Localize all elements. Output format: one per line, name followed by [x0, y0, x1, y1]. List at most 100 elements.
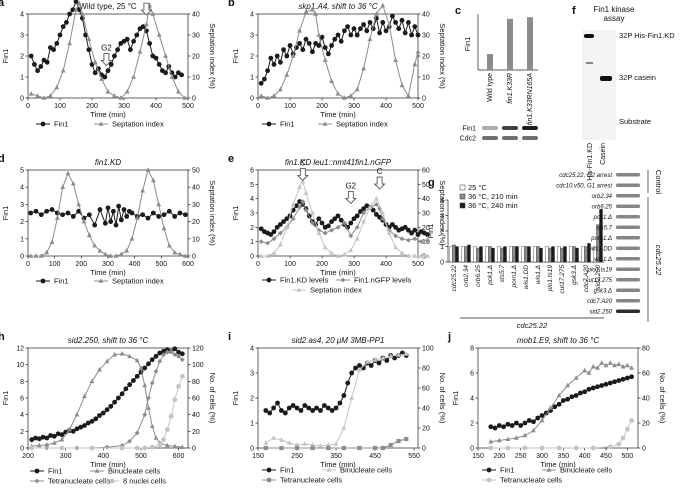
y-right-axis-label: Septation index (%)	[208, 180, 217, 246]
legend-label: 8 nuclei cells	[123, 477, 166, 486]
data-point	[599, 360, 605, 365]
data-point	[488, 424, 494, 430]
category-label: pck1.Δ	[487, 265, 494, 286]
x-tick-label: 0	[26, 261, 30, 268]
data-point	[263, 440, 269, 445]
data-point	[380, 20, 386, 25]
data-point	[104, 407, 110, 413]
data-point	[44, 435, 50, 441]
data-point	[393, 224, 398, 230]
y-left-tick-label: 4	[250, 346, 254, 353]
legend-marker	[326, 467, 332, 472]
data-point	[522, 420, 528, 426]
data-point	[134, 373, 140, 379]
data-point	[318, 408, 323, 413]
blot-band	[616, 183, 640, 187]
panel-letter: a	[0, 0, 5, 9]
data-point	[51, 47, 56, 53]
y-left-tick-label: 10	[16, 362, 24, 369]
x-tick-label: 200	[316, 261, 328, 268]
data-point	[406, 20, 411, 25]
data-point	[51, 440, 57, 445]
data-point	[44, 59, 50, 65]
data-point	[112, 351, 117, 357]
bar	[464, 246, 468, 263]
data-point	[390, 13, 395, 19]
data-point	[278, 86, 283, 92]
panel-letter: g	[428, 177, 435, 189]
data-point	[607, 380, 613, 386]
data-point	[290, 53, 296, 58]
data-point	[102, 74, 108, 80]
data-point	[140, 187, 146, 193]
panel-title: fin1.KD leu1::nmt41fin1.nGFP	[285, 158, 392, 167]
bar	[515, 246, 519, 263]
data-point	[138, 365, 144, 370]
lane-label: Casein	[600, 143, 607, 165]
data-point	[74, 426, 80, 432]
data-point	[616, 361, 622, 367]
data-point	[284, 53, 290, 59]
data-point	[380, 355, 386, 360]
data-point	[153, 353, 159, 359]
y-right-tick-label: 20	[192, 54, 200, 61]
data-point	[300, 47, 306, 53]
blot-band	[502, 126, 518, 130]
x-tick-label: 200	[22, 453, 34, 460]
legend-marker	[266, 477, 272, 483]
data-point	[123, 386, 129, 392]
legend-label: Septation index	[112, 277, 164, 286]
data-point	[157, 350, 163, 356]
data-point	[161, 352, 166, 358]
y-right-tick-label: 10	[422, 75, 430, 82]
data-point	[97, 248, 103, 253]
data-point	[89, 378, 95, 384]
legend-label: Tetranucleate cells	[280, 476, 342, 485]
data-point	[367, 20, 373, 25]
band-label: 32P His-Fin1.KD	[619, 31, 675, 40]
data-point	[286, 405, 292, 411]
panel-title: fin1.KD	[95, 158, 121, 167]
panel-title: sid2.as4, 20 μM 3MB-PP1	[292, 336, 385, 345]
y-left-tick-label: 1	[20, 75, 24, 82]
x-tick-label: 0	[256, 261, 260, 268]
data-point	[620, 363, 626, 369]
data-point	[104, 358, 110, 364]
data-point	[176, 349, 181, 355]
data-point	[342, 251, 347, 257]
y-left-tick-label: 1	[250, 239, 254, 246]
data-point	[603, 362, 609, 368]
data-point	[384, 358, 390, 363]
data-point	[501, 424, 506, 430]
annotation-label: C	[377, 167, 383, 176]
data-point	[342, 220, 347, 226]
data-point	[556, 445, 562, 451]
bar	[539, 247, 543, 263]
data-point	[179, 351, 185, 357]
data-point	[144, 21, 149, 27]
data-point	[142, 412, 148, 418]
data-point	[142, 365, 148, 371]
data-point	[44, 441, 50, 447]
data-point	[341, 425, 347, 430]
legend-label: Septation index	[310, 286, 362, 295]
data-point	[172, 397, 178, 403]
data-point	[342, 95, 347, 100]
data-point	[374, 212, 379, 217]
data-point	[322, 230, 328, 236]
data-point	[341, 445, 346, 451]
legend-marker	[322, 121, 328, 126]
data-point	[41, 95, 47, 100]
data-point	[119, 351, 125, 356]
y-tick-label: 4	[440, 198, 444, 205]
x-tick-label: 100	[49, 261, 61, 268]
data-point	[49, 239, 55, 245]
legend-label: Septation index	[112, 120, 164, 129]
data-point	[274, 53, 280, 59]
gel-band-minor	[586, 62, 593, 64]
data-point	[97, 413, 102, 418]
category-label: wis1.Δ	[535, 265, 542, 284]
panel-title: skp1.A4, shift to 36 °C	[298, 2, 377, 11]
data-point	[28, 253, 34, 258]
data-point	[64, 20, 69, 25]
